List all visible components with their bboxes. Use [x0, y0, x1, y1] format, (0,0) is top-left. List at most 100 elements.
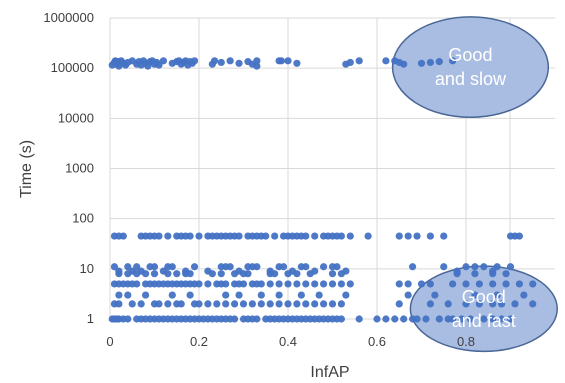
- data-point: [502, 280, 510, 288]
- data-point: [373, 315, 381, 323]
- data-point: [284, 280, 292, 288]
- data-point: [475, 280, 483, 288]
- data-point: [164, 270, 172, 278]
- data-point: [426, 58, 434, 67]
- data-point: [400, 315, 408, 323]
- data-point: [404, 232, 412, 240]
- data-point: [239, 300, 248, 308]
- data-point: [400, 60, 408, 68]
- data-point: [119, 232, 127, 240]
- data-point: [355, 315, 363, 323]
- data-point: [293, 270, 301, 278]
- data-point: [395, 232, 403, 240]
- data-point: [284, 300, 292, 308]
- data-point: [515, 280, 524, 288]
- data-point: [222, 300, 230, 308]
- data-point: [159, 57, 167, 65]
- data-point: [489, 315, 497, 323]
- data-point: [204, 300, 212, 308]
- data-point: [413, 315, 421, 323]
- data-point: [328, 300, 337, 308]
- data-point: [506, 315, 515, 323]
- data-point: [217, 58, 225, 67]
- data-point: [417, 59, 426, 67]
- data-point: [449, 315, 457, 323]
- y-axis-label: Time (s): [18, 140, 35, 198]
- data-point: [435, 58, 443, 66]
- data-point: [155, 232, 163, 240]
- data-point: [195, 232, 203, 240]
- data-point: [231, 315, 239, 323]
- annotation-text: and fast: [452, 311, 516, 331]
- data-point: [449, 280, 457, 288]
- data-point: [266, 280, 274, 288]
- data-point: [364, 232, 372, 240]
- data-point: [426, 280, 434, 288]
- data-point: [235, 232, 243, 240]
- y-tick-label: 100: [72, 211, 94, 226]
- data-point: [133, 263, 141, 271]
- data-point: [124, 270, 132, 278]
- data-point: [244, 270, 252, 278]
- data-point: [529, 300, 537, 308]
- x-tick-label: 0.6: [368, 334, 386, 349]
- data-point: [210, 57, 219, 65]
- data-point: [253, 263, 261, 271]
- annotation-ellipse: [391, 16, 550, 119]
- data-point: [498, 315, 506, 323]
- data-point: [293, 280, 301, 288]
- data-point: [222, 291, 230, 299]
- data-point: [133, 270, 141, 278]
- data-point: [440, 263, 448, 271]
- data-point: [413, 232, 421, 240]
- data-point: [124, 263, 132, 271]
- data-point: [311, 232, 319, 240]
- data-point: [253, 62, 261, 70]
- data-point: [404, 280, 412, 288]
- data-point: [466, 315, 475, 323]
- data-point: [164, 300, 172, 308]
- data-point: [480, 315, 488, 323]
- data-point: [262, 232, 270, 240]
- data-point: [453, 270, 461, 278]
- data-point: [168, 291, 176, 299]
- data-point: [337, 280, 345, 288]
- data-point: [284, 270, 292, 278]
- data-point: [431, 291, 439, 299]
- data-point: [462, 263, 470, 271]
- data-point: [475, 300, 483, 308]
- annotation-text: Good: [462, 287, 506, 307]
- data-point: [279, 263, 288, 271]
- y-tick-label: 10: [80, 261, 94, 276]
- data-point: [253, 315, 261, 323]
- data-point: [142, 270, 150, 278]
- y-tick-label: 1: [87, 311, 94, 326]
- data-point: [480, 263, 488, 271]
- y-tick-labels: 1 10 100 1000 10000 100000 1000000: [43, 10, 94, 326]
- data-point: [395, 300, 403, 308]
- x-tick-label: 0.4: [279, 334, 297, 349]
- data-point: [449, 57, 457, 65]
- data-point: [328, 280, 337, 288]
- data-point: [275, 280, 283, 288]
- data-point: [435, 315, 443, 323]
- data-point: [337, 270, 345, 278]
- x-tick-label: 0.8: [457, 334, 475, 349]
- data-point: [195, 300, 203, 308]
- data-point: [337, 232, 345, 240]
- data-point: [489, 300, 497, 308]
- data-point: [155, 61, 163, 69]
- data-point: [337, 300, 345, 308]
- y-tick-label: 1000000: [43, 10, 94, 25]
- data-point: [110, 263, 119, 271]
- data-point: [195, 280, 203, 288]
- data-point: [493, 263, 501, 271]
- annotation-shapes: [391, 16, 558, 353]
- data-point: [320, 280, 328, 288]
- data-point: [346, 58, 354, 67]
- data-point: [190, 263, 199, 271]
- data-point: [346, 280, 354, 288]
- data-point: [391, 315, 399, 323]
- data-point: [253, 57, 261, 65]
- data-point: [302, 263, 310, 271]
